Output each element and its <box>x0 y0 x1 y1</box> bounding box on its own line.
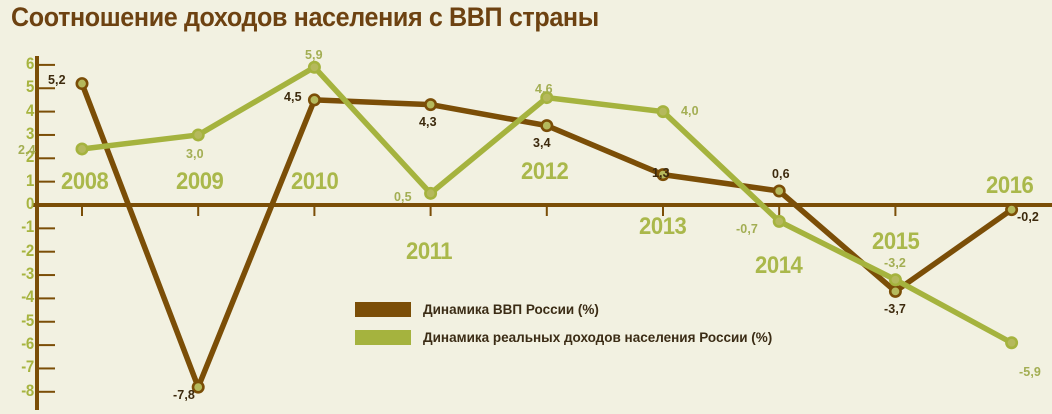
legend-swatch-income <box>355 330 411 345</box>
legend: Динамика ВВП России (%) Динамика реальных… <box>355 298 772 354</box>
x-axis-year-label: 2014 <box>755 252 803 279</box>
data-point-marker[interactable] <box>75 77 89 91</box>
axis-group <box>33 56 1052 410</box>
legend-label-income: Динамика реальных доходов населения Росс… <box>423 330 773 345</box>
data-point-value-label: 1,3 <box>652 166 670 180</box>
data-point-value-label: 4,5 <box>284 90 302 104</box>
y-axis-tick-label: -6 <box>21 334 34 354</box>
data-point-value-label: 3,0 <box>186 147 204 161</box>
data-point-marker[interactable] <box>424 186 438 200</box>
x-axis-year-label: 2016 <box>986 172 1034 199</box>
y-axis-tick-label: -8 <box>21 380 34 400</box>
data-point-value-label: 5,2 <box>48 73 66 87</box>
x-axis-year-label: 2008 <box>61 168 109 195</box>
data-point-marker[interactable] <box>1005 336 1019 350</box>
x-axis-year-label: 2009 <box>176 168 224 195</box>
data-point-marker[interactable] <box>540 119 554 133</box>
data-point-value-label: 3,4 <box>533 136 551 150</box>
y-axis-tick-label: -7 <box>21 357 34 377</box>
data-point-value-label: -3,7 <box>884 302 906 316</box>
y-axis-tick-label: -1 <box>21 217 34 237</box>
data-point-marker[interactable] <box>888 273 902 287</box>
y-axis-tick-label: 1 <box>25 170 34 190</box>
data-point-value-label: -7,8 <box>173 388 195 402</box>
legend-item-gdp[interactable]: Динамика ВВП России (%) <box>355 298 772 321</box>
x-axis-year-label: 2015 <box>872 228 920 255</box>
data-point-marker[interactable] <box>772 214 786 228</box>
data-point-marker[interactable] <box>888 284 902 298</box>
y-axis-tick-label: 5 <box>25 77 34 97</box>
data-point-marker[interactable] <box>307 60 321 74</box>
data-point-value-label: -5,9 <box>1019 365 1041 379</box>
data-point-value-label: 5,9 <box>305 48 323 62</box>
data-point-marker[interactable] <box>540 91 554 105</box>
data-point-value-label: -0,7 <box>736 222 758 236</box>
data-point-value-label: -3,2 <box>884 256 906 270</box>
data-point-marker[interactable] <box>656 105 670 119</box>
y-axis-tick-label: 0 <box>25 194 34 213</box>
x-axis-year-label: 2012 <box>521 158 569 185</box>
data-point-marker[interactable] <box>1005 203 1019 217</box>
y-axis-tick-label: -3 <box>21 264 34 284</box>
legend-swatch-gdp <box>355 302 411 317</box>
y-axis-tick-label: 2 <box>25 147 34 167</box>
data-point-value-label: 0,6 <box>772 167 790 181</box>
data-point-value-label: 2,4 <box>18 143 36 157</box>
x-axis-year-label: 2011 <box>406 238 453 265</box>
page-title: Соотношение доходов населения с ВВП стра… <box>11 2 599 32</box>
data-point-value-label: 4,6 <box>535 82 553 96</box>
y-axis-tick-label: 4 <box>25 100 34 120</box>
data-point-value-label: -0,2 <box>1017 210 1039 224</box>
data-point-marker[interactable] <box>424 98 438 112</box>
y-axis-tick-label: 6 <box>25 53 34 73</box>
x-axis-year-label: 2013 <box>639 213 687 240</box>
data-point-marker[interactable] <box>656 168 670 182</box>
data-point-value-label: 4,0 <box>681 104 699 118</box>
data-point-marker[interactable] <box>307 93 321 107</box>
data-point-marker[interactable] <box>191 128 205 142</box>
series-group <box>75 60 1019 394</box>
y-axis-tick-label: -4 <box>21 287 34 307</box>
legend-item-income[interactable]: Динамика реальных доходов населения Росс… <box>355 326 772 349</box>
y-axis-tick-label: 3 <box>25 123 34 143</box>
y-axis-tick-label: -5 <box>21 310 34 330</box>
data-point-marker[interactable] <box>191 380 205 394</box>
data-point-value-label: 0,5 <box>394 190 412 204</box>
y-axis-tick-label: -2 <box>21 240 34 260</box>
legend-label-gdp: Динамика ВВП России (%) <box>423 302 599 317</box>
data-point-value-label: 4,3 <box>419 115 437 129</box>
data-point-marker[interactable] <box>772 184 786 198</box>
data-point-marker[interactable] <box>75 142 89 156</box>
x-axis-year-label: 2010 <box>291 168 339 195</box>
